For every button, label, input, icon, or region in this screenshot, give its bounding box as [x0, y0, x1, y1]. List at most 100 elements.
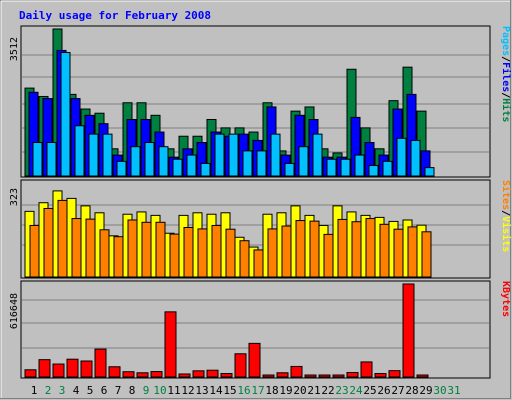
visits-sites-bar	[337, 218, 348, 278]
kbytes-kbytes-bar	[108, 366, 121, 378]
day-tick-label: 30	[433, 384, 446, 397]
kbytes-kbytes-bar	[220, 373, 233, 378]
panel-layer	[20, 25, 491, 379]
visits-sites-bar	[295, 220, 306, 278]
day-tick-label: 21	[307, 384, 320, 397]
kbytes-kbytes-bar	[136, 372, 149, 378]
visits-sites-bar	[85, 218, 96, 278]
hits-pages-bar	[32, 142, 43, 177]
kbytes-kbytes-bar	[332, 374, 345, 378]
visits-sites-bar	[155, 221, 166, 278]
legend-part: Pages	[500, 26, 511, 56]
hits-pages-bar	[144, 142, 155, 177]
visits-sites-bar	[127, 219, 138, 278]
kbytes-kbytes-bar	[24, 369, 37, 378]
day-tick-label: 20	[293, 384, 306, 397]
day-tick-label: 18	[265, 384, 278, 397]
visits-sites-bar	[113, 236, 124, 278]
visits-sites-bar	[379, 223, 390, 278]
kbytes-kbytes-bar	[248, 342, 261, 378]
hits-pages-bar	[256, 150, 267, 177]
kbytes-kbytes-bar	[318, 374, 331, 378]
day-tick-label: 25	[363, 384, 376, 397]
kbytes-kbytes-bar	[150, 371, 163, 378]
day-tick-label: 7	[115, 384, 122, 397]
visits-sites-bar	[183, 226, 194, 278]
visits-sites-bar	[29, 224, 40, 278]
day-tick-label: 17	[251, 384, 264, 397]
kbytes-kbytes-bar	[192, 370, 205, 378]
kbytes-kbytes-bar	[122, 371, 135, 378]
day-tick-label: 15	[223, 384, 236, 397]
hits-pages-bar	[102, 133, 113, 177]
hits-pages-bar	[46, 142, 57, 177]
visits-sites-bar	[57, 199, 68, 278]
day-tick-label: 2	[45, 384, 52, 397]
hits-pages-bar	[74, 125, 85, 177]
kbytes-kbytes-bar	[94, 348, 107, 378]
visits-sites-bar	[281, 225, 292, 278]
hits-pages-bar	[326, 158, 337, 177]
day-tick-label: 27	[391, 384, 404, 397]
hits-pages-bar	[130, 146, 141, 177]
kbytes-kbytes-bar	[416, 374, 429, 378]
day-tick-label: 31	[447, 384, 460, 397]
kbytes-kbytes-bar	[388, 370, 401, 378]
kbytes-kbytes-bar	[80, 360, 93, 378]
day-tick-label: 4	[73, 384, 80, 397]
hits-pages-bar	[172, 158, 183, 177]
day-tick-label: 8	[129, 384, 136, 397]
hits-pages-bar	[312, 133, 323, 177]
day-tick-label: 24	[349, 384, 363, 397]
hits-pages-bar	[368, 165, 379, 177]
series-legend-label: Sites/Visits	[500, 180, 512, 252]
legend-part: Hits	[500, 98, 512, 122]
hits-pages-bar	[116, 160, 127, 177]
visits-sites-bar	[225, 228, 236, 278]
hits-pages-bar	[396, 137, 407, 177]
hits-pages-bar	[284, 162, 295, 177]
day-tick-label: 19	[279, 384, 292, 397]
legend-part: KBytes	[500, 281, 511, 317]
hits-pages-bar	[200, 162, 211, 177]
kbytes-kbytes-bar	[346, 371, 359, 378]
hits-pages-bar	[88, 133, 99, 177]
series-legend-label: KBytes	[500, 281, 511, 317]
legend-part: Files	[500, 62, 512, 92]
y-max-label: 616648	[9, 293, 20, 329]
visits-sites-bar	[239, 240, 250, 278]
hits-pages-bar	[354, 154, 365, 177]
legend-part: Visits	[500, 216, 512, 252]
visits-sites-bar	[141, 221, 152, 278]
kbytes-kbytes-bar	[164, 311, 177, 378]
day-tick-label: 5	[87, 384, 94, 397]
hits-pages-bar	[158, 146, 169, 177]
hits-pages-bar	[60, 52, 71, 177]
kbytes-kbytes-bar	[262, 374, 275, 378]
visits-sites-bar	[99, 229, 110, 278]
day-tick-label: 12	[181, 384, 194, 397]
day-tick-label: 26	[377, 384, 390, 397]
kbytes-kbytes-bar	[374, 373, 387, 378]
legend-part: /	[500, 210, 511, 216]
legend-part: /	[500, 92, 511, 98]
visits-sites-bar	[253, 249, 264, 278]
visits-sites-bar	[421, 231, 432, 278]
visits-sites-bar	[365, 218, 376, 278]
hits-pages-bar	[270, 133, 281, 177]
hits-pages-bar	[340, 158, 351, 177]
y-max-label: 323	[9, 188, 20, 206]
visits-sites-bar	[211, 224, 222, 278]
legend-part: Sites	[500, 180, 512, 210]
day-tick-label: 23	[335, 384, 348, 397]
kbytes-kbytes-bar	[234, 353, 247, 378]
hits-pages-bar	[298, 146, 309, 177]
visits-sites-bar	[71, 218, 82, 278]
legend-part: /	[500, 56, 511, 62]
y-max-label: 3512	[9, 37, 20, 61]
day-tick-label: 3	[59, 384, 66, 397]
day-tick-label: 16	[237, 384, 250, 397]
hits-pages-bar	[410, 139, 421, 177]
